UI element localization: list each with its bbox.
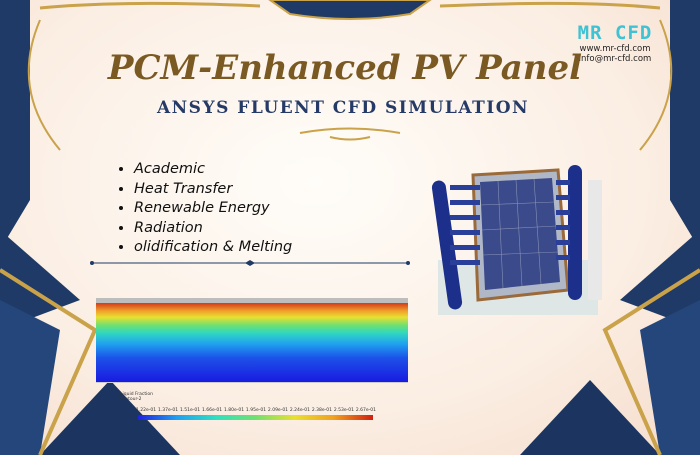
- legend-tick: 2.09e-01: [267, 408, 289, 413]
- liquid-fraction-contour: [96, 298, 408, 382]
- divider: [90, 260, 410, 266]
- list-item: Academic: [134, 160, 292, 180]
- legend-tick: 2.67e-01: [355, 408, 376, 413]
- legend-tick: 1.80e-01: [223, 408, 245, 413]
- page-title: PCM-Enhanced PV Panel: [107, 48, 583, 88]
- contour-baseline: [96, 382, 408, 383]
- website-text: www.mr-cfd.com: [579, 44, 651, 54]
- logo-mark: MR CFD: [577, 22, 653, 44]
- legend-color-bar: [138, 415, 373, 420]
- legend-tick: 1.51e-01: [179, 408, 201, 413]
- legend-tick: 1.22e-01: [136, 408, 157, 413]
- legend-tick: 2.24e-01: [289, 408, 311, 413]
- legend-subtitle: contour-2: [120, 397, 142, 402]
- list-item: olidification & Melting: [134, 238, 292, 258]
- legend-tick: 1.66e-01: [201, 408, 223, 413]
- list-item: Renewable Energy: [134, 199, 292, 219]
- legend-tick: 1.95e-01: [245, 408, 267, 413]
- page-subtitle: ANSYS FLUENT CFD SIMULATION: [156, 98, 530, 118]
- list-item: Heat Transfer: [134, 180, 292, 200]
- legend-tick: 2.53e-01: [333, 408, 354, 413]
- color-legend: Liquid Fraction contour-2 1.22e-01 1.37e…: [120, 392, 380, 420]
- legend-tick: 2.38e-01: [311, 408, 333, 413]
- list-item: Radiation: [134, 219, 292, 239]
- legend-tick: 1.37e-01: [157, 408, 179, 413]
- email-text: info@mr-cfd.com: [578, 54, 652, 64]
- brand-logo: MR CFD www.mr-cfd.com info@mr-cfd.com: [570, 22, 660, 64]
- legend-title: Liquid Fraction: [120, 392, 153, 397]
- topic-list: Academic Heat Transfer Renewable Energy …: [118, 160, 292, 258]
- pv-panel-model-image: [431, 165, 602, 315]
